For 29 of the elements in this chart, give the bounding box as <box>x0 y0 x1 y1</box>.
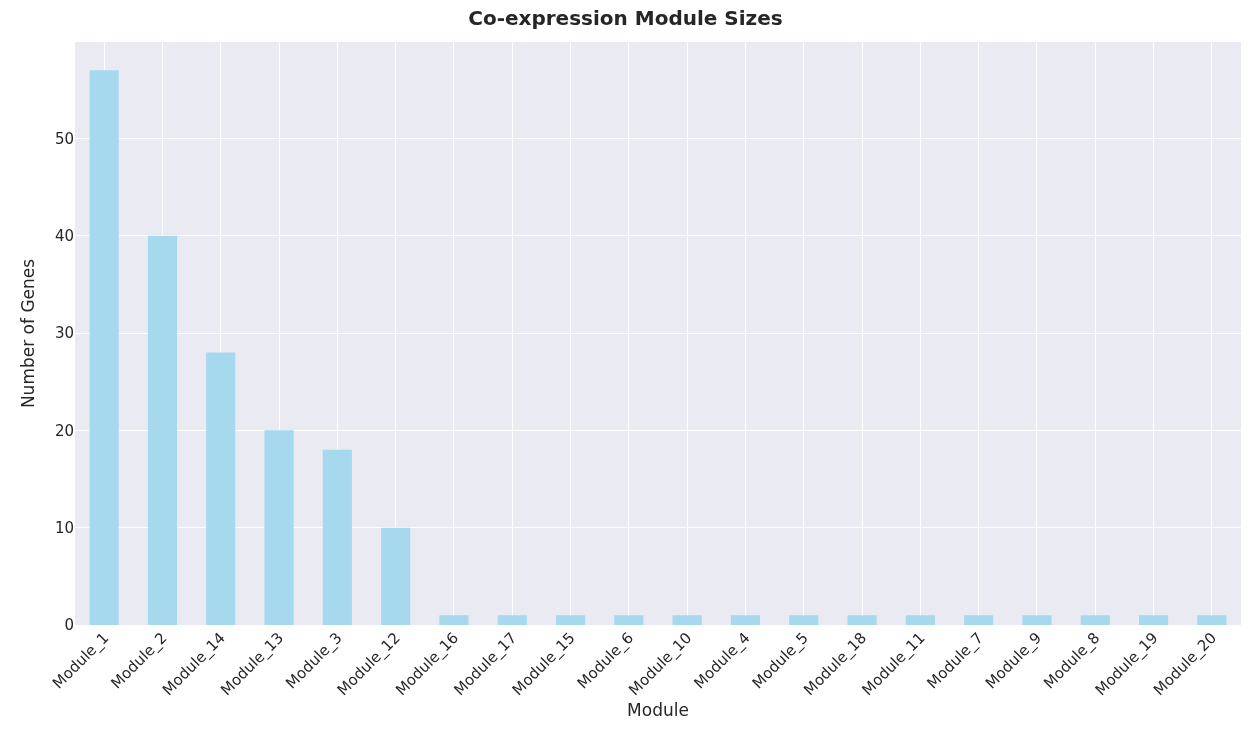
x-axis-title: Module <box>627 699 689 720</box>
bar <box>147 235 178 625</box>
bar <box>555 615 586 625</box>
bar <box>439 615 469 625</box>
bar <box>264 430 294 625</box>
bar <box>905 615 935 625</box>
bar <box>672 615 702 625</box>
bar <box>497 615 527 625</box>
y-tick-label: 40 <box>54 226 74 245</box>
bar <box>1022 615 1052 625</box>
bar <box>381 527 411 625</box>
y-tick-label: 10 <box>54 518 74 537</box>
bar <box>1197 615 1227 625</box>
bar <box>89 70 119 625</box>
bar <box>730 615 761 625</box>
y-tick-label: 20 <box>54 421 74 440</box>
bar <box>964 615 994 625</box>
bar <box>1080 615 1110 625</box>
bar <box>1138 615 1169 625</box>
y-tick-label: 0 <box>64 616 74 635</box>
bar <box>206 352 236 625</box>
y-axis-title: Number of Genes <box>18 258 39 409</box>
y-tick-label: 50 <box>54 129 74 148</box>
chart-title: Co-expression Module Sizes <box>468 6 783 31</box>
y-tick-label: 30 <box>54 324 74 343</box>
bar <box>847 615 877 625</box>
bar <box>789 615 819 625</box>
bar <box>614 615 644 625</box>
bar <box>322 449 352 625</box>
